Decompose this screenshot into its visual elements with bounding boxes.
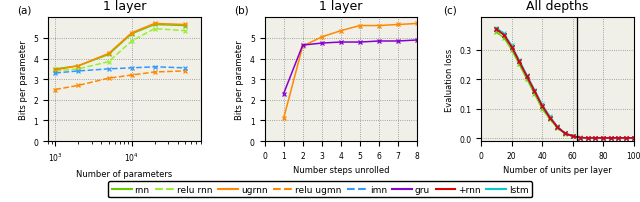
Text: (b): (b) bbox=[234, 6, 249, 16]
Text: (c): (c) bbox=[443, 6, 457, 16]
X-axis label: Number of units per layer: Number of units per layer bbox=[503, 166, 612, 175]
X-axis label: Number steps unrolled: Number steps unrolled bbox=[292, 166, 389, 175]
Title: 1 layer: 1 layer bbox=[319, 0, 362, 13]
Y-axis label: Bits per parameter: Bits per parameter bbox=[236, 40, 244, 119]
Y-axis label: Evaluation loss: Evaluation loss bbox=[445, 48, 454, 111]
Title: 1 layer: 1 layer bbox=[102, 0, 146, 13]
Title: All depths: All depths bbox=[526, 0, 589, 13]
X-axis label: Number of parameters: Number of parameters bbox=[76, 169, 172, 178]
Legend: rnn, relu rnn, ugrnn, relu ugmn, imn, gru, +rnn, lstm: rnn, relu rnn, ugrnn, relu ugmn, imn, gr… bbox=[108, 181, 532, 198]
Text: (a): (a) bbox=[17, 6, 32, 16]
Y-axis label: Bits per parameter: Bits per parameter bbox=[19, 40, 28, 119]
